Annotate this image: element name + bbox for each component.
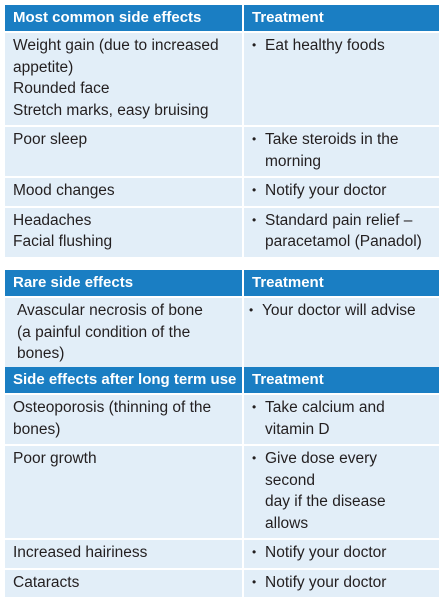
- treatment-text: Notify your doctor: [265, 542, 386, 564]
- effect-text: (a painful condition of the bones): [17, 322, 234, 365]
- column-header-effect: Rare side effects: [5, 270, 242, 296]
- effect-cell: Cataracts: [5, 568, 242, 597]
- table-row: Cataracts • Notify your doctor: [5, 568, 439, 597]
- treatment-cell: • Eat healthy foods: [242, 31, 439, 125]
- effect-cell: Headaches Facial flushing: [5, 206, 242, 257]
- bullet-icon: •: [252, 210, 265, 253]
- treatment-text: Standard pain relief –: [265, 210, 422, 232]
- effect-text: Poor sleep: [13, 129, 234, 151]
- bullet-icon: •: [252, 129, 265, 172]
- table-header-row: Rare side effects Treatment: [5, 270, 439, 296]
- treatment-cell: • Standard pain relief – paracetamol (Pa…: [242, 206, 439, 257]
- effect-cell: Poor sleep: [5, 125, 242, 176]
- effect-text: Facial flushing: [13, 231, 234, 253]
- bullet-icon: •: [252, 180, 265, 202]
- treatment-text: day if the disease allows: [265, 491, 431, 534]
- treatment-text: Take calcium and: [265, 397, 385, 419]
- table-row: Weight gain (due to increased appetite) …: [5, 31, 439, 125]
- treatment-cell: • Take calcium and vitamin D: [242, 393, 439, 444]
- effect-cell: Avascular necrosis of bone (a painful co…: [5, 296, 242, 369]
- effect-text: Stretch marks, easy bruising: [13, 100, 234, 122]
- treatment-text: vitamin D: [265, 419, 385, 441]
- column-header-treatment: Treatment: [242, 367, 439, 393]
- table-row: Osteoporosis (thinning of the bones) • T…: [5, 393, 439, 444]
- effect-text: Mood changes: [13, 180, 234, 202]
- bullet-icon: •: [252, 542, 265, 564]
- table-header-row: Most common side effects Treatment: [5, 5, 439, 31]
- treatment-text: morning: [265, 151, 399, 173]
- effect-text: Avascular necrosis of bone: [17, 300, 234, 322]
- table-row: Mood changes • Notify your doctor: [5, 176, 439, 206]
- treatment-cell: • Your doctor will advise: [242, 296, 439, 369]
- treatment-cell: • Notify your doctor: [242, 568, 439, 597]
- bullet-icon: •: [249, 300, 262, 322]
- treatment-text: Eat healthy foods: [265, 35, 385, 57]
- table-row: Poor growth • Give dose every second day…: [5, 444, 439, 538]
- effect-text: Osteoporosis (thinning of the: [13, 397, 234, 419]
- effect-text: appetite): [13, 57, 234, 79]
- table-row: Poor sleep • Take steroids in the mornin…: [5, 125, 439, 176]
- treatment-text: paracetamol (Panadol): [265, 231, 422, 253]
- effect-cell: Increased hairiness: [5, 538, 242, 568]
- effect-cell: Poor growth: [5, 444, 242, 538]
- effect-cell: Osteoporosis (thinning of the bones): [5, 393, 242, 444]
- rare-side-effects-table: Rare side effects Treatment Avascular ne…: [5, 270, 439, 369]
- bullet-icon: •: [252, 35, 265, 57]
- column-header-treatment: Treatment: [242, 5, 439, 31]
- column-header-effect: Side effects after long term use: [5, 367, 242, 393]
- effect-text: Rounded face: [13, 78, 234, 100]
- bullet-icon: •: [252, 448, 265, 534]
- treatment-text: Give dose every second: [265, 448, 431, 491]
- column-header-effect: Most common side effects: [5, 5, 242, 31]
- treatment-text: Notify your doctor: [265, 572, 386, 594]
- treatment-cell: • Give dose every second day if the dise…: [242, 444, 439, 538]
- treatment-text: Take steroids in the: [265, 129, 399, 151]
- treatment-cell: • Take steroids in the morning: [242, 125, 439, 176]
- common-side-effects-table: Most common side effects Treatment Weigh…: [5, 5, 439, 257]
- treatment-cell: • Notify your doctor: [242, 176, 439, 206]
- table-row: Avascular necrosis of bone (a painful co…: [5, 296, 439, 369]
- treatment-text: Your doctor will advise: [262, 300, 416, 322]
- treatment-cell: • Notify your doctor: [242, 538, 439, 568]
- effect-text: Poor growth: [13, 448, 234, 470]
- table-row: Headaches Facial flushing • Standard pai…: [5, 206, 439, 257]
- column-header-treatment: Treatment: [242, 270, 439, 296]
- effect-text: bones): [13, 419, 234, 441]
- effect-cell: Weight gain (due to increased appetite) …: [5, 31, 242, 125]
- table-row: Increased hairiness • Notify your doctor: [5, 538, 439, 568]
- long-term-side-effects-table: Side effects after long term use Treatme…: [5, 367, 439, 597]
- treatment-text: Notify your doctor: [265, 180, 386, 202]
- effect-text: Weight gain (due to increased: [13, 35, 234, 57]
- bullet-icon: •: [252, 397, 265, 440]
- effect-cell: Mood changes: [5, 176, 242, 206]
- effect-text: Cataracts: [13, 572, 234, 594]
- table-header-row: Side effects after long term use Treatme…: [5, 367, 439, 393]
- bullet-icon: •: [252, 572, 265, 594]
- effect-text: Increased hairiness: [13, 542, 234, 564]
- effect-text: Headaches: [13, 210, 234, 232]
